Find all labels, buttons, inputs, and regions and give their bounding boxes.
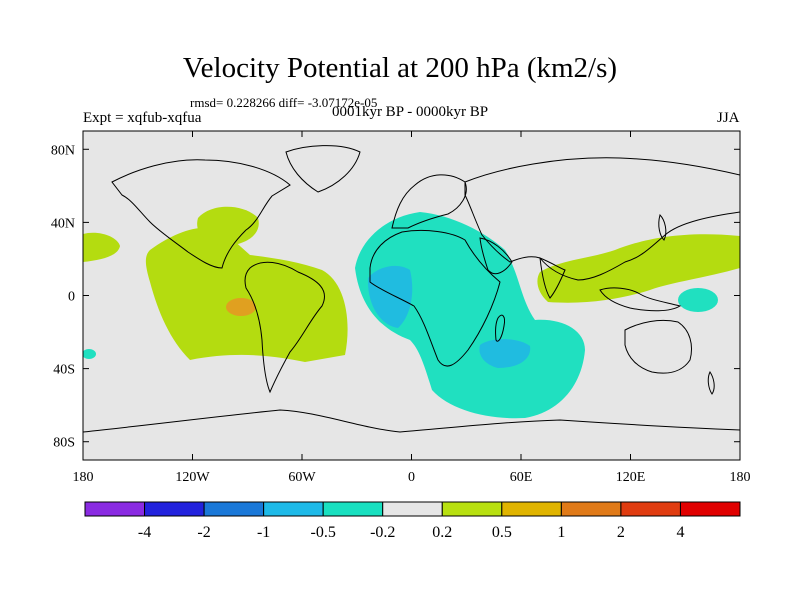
period-label: 0001kyr BP - 0000kyr BP: [331, 104, 489, 120]
x-tick-label: 180: [730, 470, 751, 485]
colorbar-label: -1: [257, 524, 270, 541]
coast-japan: [658, 214, 667, 241]
map-axes: 180 120W 60W 0 60E 120E 180 80N 40N 0 40S 80S: [51, 131, 751, 485]
colorbar-box: [620, 501, 681, 517]
coast-new-zealand: [707, 371, 715, 395]
coast-arabia: [479, 237, 513, 275]
colorbar-label: 0.2: [432, 524, 452, 541]
region-africa-indian-ocean: [355, 212, 585, 419]
region-north-pacific: [83, 232, 120, 262]
coast-maritime-continent: [599, 287, 682, 312]
colorbar-label: 2: [617, 524, 625, 541]
colorbar-box: [560, 501, 622, 517]
region-north-atlantic: [197, 206, 259, 246]
region-south-pacific-negative: [83, 349, 96, 359]
colorbar-label: 0.5: [492, 524, 512, 541]
colorbar-box: [441, 501, 503, 517]
coastlines: [83, 145, 740, 433]
y-tick-label: 40N: [51, 216, 75, 231]
coast-madagascar: [495, 314, 505, 342]
coast-india: [539, 257, 566, 299]
region-west-africa: [367, 265, 413, 328]
colorbar-box: [382, 501, 443, 517]
coast-south-america: [244, 261, 325, 394]
coast-asia: [464, 157, 740, 281]
y-tick-label: 80N: [51, 143, 75, 158]
colorbar-box: [263, 501, 324, 517]
y-tick-label: 40S: [53, 363, 75, 378]
x-tick-label: 180: [73, 470, 94, 485]
colorbar-label: -4: [138, 524, 151, 541]
colorbar-label: -0.2: [370, 524, 395, 541]
colorbar-box: [84, 501, 146, 517]
x-tick-label: 120E: [616, 470, 646, 485]
colorbar-label: -0.5: [311, 524, 336, 541]
colorbar-label: -2: [197, 524, 210, 541]
stats-text: rmsd= 0.228266 diff= -3.07172e-05: [190, 95, 378, 110]
x-tick-label: 60E: [510, 470, 533, 485]
x-tick-label: 120W: [175, 470, 210, 485]
colorbar-box: [203, 501, 265, 517]
colorbar-label: 1: [557, 524, 565, 541]
season-label: JJA: [717, 110, 740, 126]
coast-australia: [624, 319, 692, 374]
coast-antarctica: [83, 409, 740, 433]
region-west-pacific-asia: [537, 234, 740, 303]
colorbar: -4 -2 -1 -0.5 -0.2 0.2 0.5 1 2 4: [84, 501, 741, 541]
experiment-label: Expt = xqfub-xqfua: [83, 110, 202, 126]
y-tick-label: 0: [68, 290, 75, 305]
chart-title: Velocity Potential at 200 hPa (km2/s): [182, 52, 618, 84]
region-madagascar: [479, 339, 531, 368]
y-tick-label: 80S: [53, 436, 75, 451]
colorbar-box: [679, 501, 741, 517]
coast-north-america: [111, 159, 291, 269]
coast-greenland: [285, 145, 361, 193]
region-americas-pacific: [145, 227, 348, 362]
region-east-pacific-positive: [226, 298, 256, 316]
x-tick-label: 60W: [288, 470, 316, 485]
x-tick-label: 0: [408, 470, 415, 485]
coast-africa: [369, 229, 501, 367]
colorbar-box: [501, 501, 562, 517]
region-west-pacific-negative: [678, 288, 718, 312]
colorbar-label: 4: [676, 524, 684, 541]
colorbar-box: [322, 501, 384, 517]
colorbar-box: [144, 501, 205, 517]
